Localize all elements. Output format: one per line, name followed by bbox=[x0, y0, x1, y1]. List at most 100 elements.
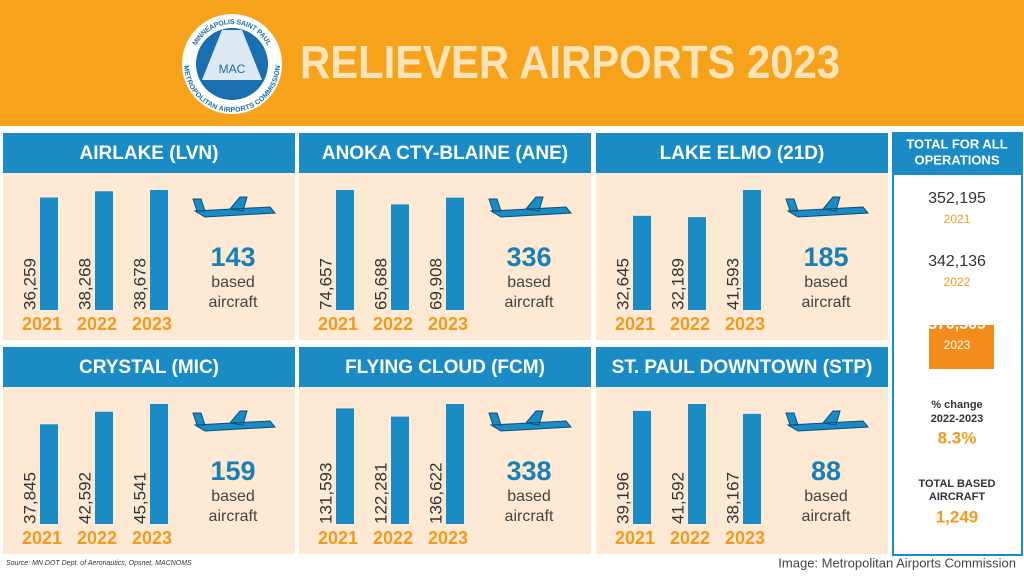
based-aircraft-text: aircraft bbox=[802, 294, 851, 311]
bar bbox=[95, 411, 113, 524]
based-label: AIRCRAFT bbox=[929, 491, 985, 503]
based-aircraft-text: based bbox=[211, 274, 255, 291]
based-aircraft-text: based bbox=[211, 488, 255, 505]
panel-title: ST. PAUL DOWNTOWN (STP) bbox=[612, 357, 873, 378]
plane-icon bbox=[488, 196, 573, 218]
bar bbox=[633, 215, 651, 310]
value-label: 65,688 bbox=[371, 258, 390, 310]
based-aircraft: 143 bbox=[210, 242, 255, 272]
panel-header bbox=[299, 347, 591, 387]
based-aircraft: 338 bbox=[506, 456, 551, 486]
bar bbox=[150, 404, 168, 524]
x-tick-label: 2023 bbox=[132, 314, 172, 334]
x-tick-label: 2021 bbox=[318, 314, 358, 334]
value-label: 122,281 bbox=[371, 463, 390, 524]
panel-title: FLYING CLOUD (FCM) bbox=[345, 357, 545, 378]
panel-header bbox=[596, 347, 888, 387]
panel-title: AIRLAKE (LVN) bbox=[80, 143, 219, 164]
x-tick-label: 2022 bbox=[77, 528, 117, 548]
value-label: 32,645 bbox=[613, 258, 632, 310]
value-label: 36,259 bbox=[20, 258, 39, 310]
bar bbox=[688, 217, 706, 310]
x-tick-label: 2022 bbox=[77, 314, 117, 334]
value-label: 74,657 bbox=[316, 258, 335, 310]
based-label: TOTAL BASED bbox=[918, 478, 995, 490]
panel-header bbox=[596, 133, 888, 173]
value-label: 69,908 bbox=[426, 258, 445, 310]
value-label: 41,592 bbox=[668, 472, 687, 524]
value-label: 131,593 bbox=[316, 463, 335, 524]
plane-icon bbox=[488, 410, 573, 432]
change-label: % change bbox=[931, 399, 982, 411]
panel-header bbox=[3, 347, 295, 387]
based-aircraft: 185 bbox=[803, 242, 848, 272]
total-year: 2023 bbox=[944, 338, 971, 352]
panel-header bbox=[299, 133, 591, 173]
value-label: 32,189 bbox=[668, 258, 687, 310]
total-year: 2022 bbox=[944, 275, 971, 289]
based-aircraft-text: based bbox=[507, 274, 551, 291]
x-tick-label: 2022 bbox=[670, 314, 710, 334]
bar bbox=[336, 190, 354, 310]
bar bbox=[40, 197, 58, 310]
x-tick-label: 2023 bbox=[132, 528, 172, 548]
total-value: 342,136 bbox=[928, 253, 986, 270]
panel-title: LAKE ELMO (21D) bbox=[660, 143, 825, 164]
x-tick-label: 2021 bbox=[22, 314, 62, 334]
based-aircraft-text: aircraft bbox=[209, 294, 258, 311]
panel-title: CRYSTAL (MIC) bbox=[79, 357, 219, 378]
value-label: 45,541 bbox=[130, 472, 149, 524]
logo-center-text: MAC bbox=[219, 62, 246, 76]
x-tick-label: 2022 bbox=[373, 528, 413, 548]
panel-title: ANOKA CTY-BLAINE (ANE) bbox=[322, 143, 568, 164]
bar bbox=[40, 424, 58, 524]
bar bbox=[391, 416, 409, 524]
x-tick-label: 2023 bbox=[428, 314, 468, 334]
totals-title: TOTAL FOR ALL bbox=[906, 136, 1007, 151]
total-year: 2021 bbox=[944, 212, 971, 226]
totals-title: OPERATIONS bbox=[915, 152, 1000, 167]
x-tick-label: 2021 bbox=[318, 528, 358, 548]
plane-icon bbox=[192, 410, 277, 432]
x-tick-label: 2022 bbox=[670, 528, 710, 548]
bar bbox=[446, 404, 464, 524]
based-aircraft-text: based bbox=[507, 488, 551, 505]
panel-header bbox=[3, 133, 295, 173]
plane-icon bbox=[192, 196, 277, 218]
bar bbox=[446, 197, 464, 310]
value-label: 38,268 bbox=[75, 258, 94, 310]
logo-tower bbox=[202, 30, 262, 80]
credit: Image: Metropolitan Airports Commission bbox=[778, 555, 1016, 570]
totals-header bbox=[893, 133, 1022, 175]
x-tick-label: 2021 bbox=[615, 314, 655, 334]
value-label: 39,196 bbox=[613, 472, 632, 524]
x-tick-label: 2021 bbox=[615, 528, 655, 548]
based-aircraft-text: based bbox=[804, 274, 848, 291]
change-label: 2022-2023 bbox=[931, 413, 984, 425]
source: Source: MN DOT Dept. of Aeronautics, Ops… bbox=[6, 560, 192, 567]
x-tick-label: 2023 bbox=[725, 528, 765, 548]
based-aircraft-text: aircraft bbox=[505, 294, 554, 311]
value-label: 136,622 bbox=[426, 463, 445, 524]
total-value: 352,195 bbox=[928, 190, 986, 207]
x-tick-label: 2021 bbox=[22, 528, 62, 548]
value-label: 42,592 bbox=[75, 472, 94, 524]
value-label: 38,678 bbox=[130, 258, 149, 310]
bar bbox=[688, 404, 706, 524]
bar bbox=[391, 204, 409, 310]
bar bbox=[95, 191, 113, 310]
plane-icon bbox=[785, 410, 870, 432]
total-value: 370,509 bbox=[928, 316, 986, 333]
bar bbox=[743, 413, 761, 524]
value-label: 37,845 bbox=[20, 472, 39, 524]
based-aircraft-text: aircraft bbox=[209, 508, 258, 525]
bar bbox=[150, 190, 168, 310]
value-label: 41,593 bbox=[723, 258, 742, 310]
based-aircraft: 336 bbox=[506, 242, 551, 272]
bar bbox=[336, 408, 354, 524]
change-value: 8.3% bbox=[938, 428, 977, 447]
based-aircraft: 159 bbox=[210, 456, 255, 486]
based-aircraft: 88 bbox=[811, 456, 841, 486]
based-aircraft-text: aircraft bbox=[505, 508, 554, 525]
plane-icon bbox=[785, 196, 870, 218]
